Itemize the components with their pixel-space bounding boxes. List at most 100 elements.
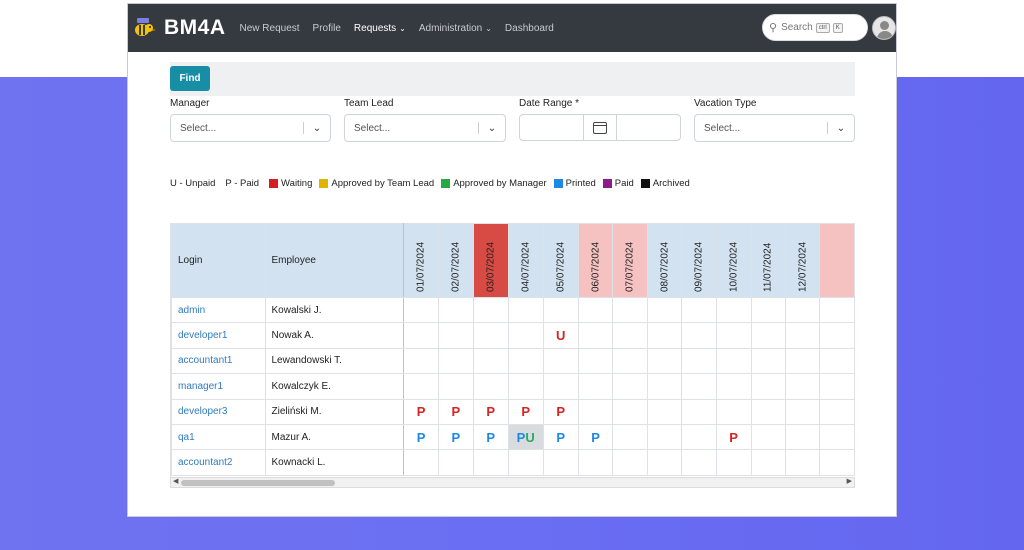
scroll-left-icon[interactable]: ◀ bbox=[173, 478, 179, 485]
unpaid-marker: U bbox=[525, 429, 535, 445]
user-avatar[interactable] bbox=[872, 16, 896, 40]
day-cell[interactable]: P bbox=[472, 398, 509, 425]
day-cell bbox=[612, 322, 648, 349]
scrollbar-thumb[interactable] bbox=[181, 480, 335, 486]
date-label: 01/07/2024 bbox=[415, 241, 427, 292]
teamlead-select[interactable]: Select... ⌄ bbox=[344, 114, 506, 142]
paid-marker: P bbox=[516, 429, 526, 445]
nav-label: Requests bbox=[353, 22, 397, 34]
day-cell[interactable]: U bbox=[542, 322, 579, 349]
day-cell bbox=[681, 296, 717, 324]
horizontal-scrollbar[interactable]: ◀ ▶ bbox=[170, 477, 855, 488]
legend-label: Waiting bbox=[281, 178, 313, 189]
column-header-date[interactable]: 02/07/2024 bbox=[437, 223, 474, 298]
column-header-employee[interactable]: Employee bbox=[264, 223, 405, 298]
date-label: 08/07/2024 bbox=[659, 241, 671, 292]
manager-select[interactable]: Select... ⌄ bbox=[170, 114, 331, 142]
vacation-marker: P bbox=[451, 404, 461, 420]
day-cell[interactable]: P bbox=[403, 423, 439, 451]
day-cell bbox=[750, 398, 786, 425]
calendar-button[interactable] bbox=[583, 115, 617, 140]
day-cell bbox=[819, 322, 855, 349]
legend-item: Approved by Team Lead bbox=[319, 178, 434, 189]
vacation-marker: P bbox=[416, 429, 426, 445]
column-header-date[interactable]: 12/07/2024 bbox=[784, 223, 821, 298]
day-cell[interactable]: PU bbox=[507, 423, 544, 451]
nav-profile[interactable]: Profile bbox=[313, 23, 341, 34]
column-header-date[interactable]: 03/07/2024 bbox=[472, 223, 509, 298]
legend-swatch bbox=[269, 179, 279, 188]
date-label: 10/07/2024 bbox=[728, 241, 740, 292]
login-link[interactable]: accountant2 bbox=[171, 449, 266, 476]
vacation-type-select[interactable]: Select... ⌄ bbox=[694, 114, 855, 142]
calendar-table-container[interactable]: Login Employee 01/07/2024 02/07/2024 03/07… bbox=[170, 223, 855, 486]
day-cell bbox=[646, 322, 683, 349]
login-link[interactable]: developer3 bbox=[171, 398, 266, 425]
date-start-input[interactable] bbox=[520, 115, 583, 140]
column-header-date[interactable] bbox=[819, 223, 855, 298]
login-link[interactable]: manager1 bbox=[171, 373, 266, 400]
day-cell[interactable]: P bbox=[472, 423, 509, 451]
day-cell bbox=[750, 347, 786, 375]
nav-administration[interactable]: Administration ⌄ bbox=[419, 23, 492, 34]
column-header-date[interactable]: 01/07/2024 bbox=[403, 223, 439, 298]
day-cell bbox=[819, 296, 855, 324]
employee-name: Kowalczyk E. bbox=[264, 373, 405, 400]
day-cell bbox=[472, 449, 509, 476]
login-link[interactable]: developer1 bbox=[171, 322, 266, 349]
column-header-date[interactable]: 11/07/2024 bbox=[750, 223, 786, 298]
day-cell bbox=[437, 322, 474, 349]
vacation-marker: U bbox=[556, 328, 566, 344]
day-cell bbox=[681, 449, 717, 476]
day-cell bbox=[472, 347, 509, 375]
find-button[interactable]: Find bbox=[170, 66, 210, 91]
login-link[interactable]: accountant1 bbox=[171, 347, 266, 375]
column-header-date[interactable]: 08/07/2024 bbox=[646, 223, 683, 298]
column-header-date[interactable]: 05/07/2024 bbox=[542, 223, 579, 298]
day-cell[interactable]: P bbox=[715, 423, 752, 451]
select-separator bbox=[827, 122, 828, 134]
day-cell bbox=[715, 322, 752, 349]
nav-new-request[interactable]: New Request bbox=[240, 23, 300, 34]
day-cell[interactable]: P bbox=[542, 398, 579, 425]
day-cell bbox=[437, 296, 474, 324]
scroll-right-icon[interactable]: ▶ bbox=[846, 478, 852, 485]
login-link[interactable]: admin bbox=[171, 296, 266, 324]
employee-name: Zieliński M. bbox=[264, 398, 405, 425]
day-cell bbox=[437, 373, 474, 400]
day-cell bbox=[507, 373, 544, 400]
column-header-date[interactable]: 04/07/2024 bbox=[507, 223, 544, 298]
nav-menu: New Request Profile Requests ⌄ Administra… bbox=[240, 23, 567, 34]
column-header-login[interactable]: Login bbox=[171, 223, 266, 298]
brand[interactable]: BM4A bbox=[132, 15, 226, 41]
day-cell bbox=[819, 398, 855, 425]
day-cell bbox=[784, 449, 821, 476]
search-button[interactable]: ⚲ Search ctrl K bbox=[762, 14, 868, 41]
vacation-type-placeholder: Select... bbox=[704, 122, 741, 134]
column-header-date[interactable]: 07/07/2024 bbox=[612, 223, 648, 298]
vacation-marker: P bbox=[591, 429, 600, 445]
nav-requests[interactable]: Requests ⌄ bbox=[354, 23, 406, 34]
day-cell bbox=[784, 347, 821, 375]
date-end-input[interactable] bbox=[617, 115, 680, 140]
login-link[interactable]: qa1 bbox=[171, 423, 266, 451]
day-cell[interactable]: P bbox=[507, 398, 544, 425]
column-header-date[interactable]: 09/07/2024 bbox=[681, 223, 717, 298]
day-cell[interactable]: P bbox=[403, 398, 439, 425]
nav-dashboard[interactable]: Dashboard bbox=[505, 23, 554, 34]
day-cell[interactable]: P bbox=[542, 423, 579, 451]
teamlead-placeholder: Select... bbox=[354, 122, 391, 134]
day-cell bbox=[784, 322, 821, 349]
day-cell bbox=[612, 296, 648, 324]
shortcut-key-ctrl: ctrl bbox=[815, 22, 830, 33]
day-cell[interactable]: P bbox=[437, 423, 474, 451]
day-cell bbox=[542, 449, 579, 476]
day-cell[interactable]: P bbox=[437, 398, 474, 425]
table-row: qa1 Mazur A. P P P PU P P P bbox=[171, 423, 855, 451]
table-row: admin Kowalski J. bbox=[171, 296, 855, 324]
app-window: BM4A New Request Profile Requests ⌄ Admin… bbox=[127, 3, 897, 517]
column-header-date[interactable]: 10/07/2024 bbox=[715, 223, 752, 298]
column-header-date[interactable]: 06/07/2024 bbox=[577, 223, 614, 298]
day-cell[interactable]: P bbox=[577, 423, 614, 451]
